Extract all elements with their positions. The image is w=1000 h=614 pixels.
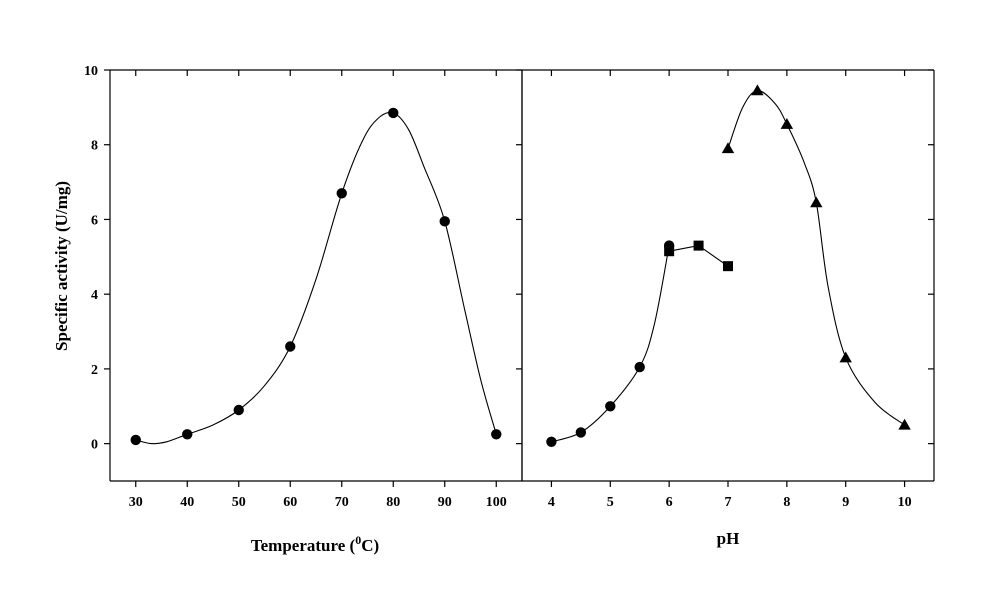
- temp-point-circle: [182, 429, 192, 439]
- x-axis-title-unit: C): [361, 536, 379, 555]
- ph-x-tick-label: 5: [607, 495, 614, 510]
- temp-x-tick-label: 60: [283, 495, 297, 510]
- ph-fit-curve: [728, 91, 905, 425]
- ph-point-circle: [546, 437, 556, 447]
- x-axis-title-temperature: Temperature (0C): [251, 533, 379, 555]
- ph-point-triangle: [810, 196, 822, 207]
- x-axis-title-ph: pH: [717, 529, 740, 548]
- x-axis-title-temperature-text: Temperature (: [251, 536, 356, 555]
- ph-point-square: [694, 241, 704, 251]
- ph-x-tick-label: 8: [783, 495, 790, 510]
- ph-point-triangle: [751, 84, 763, 95]
- temp-x-tick-label: 50: [232, 495, 246, 510]
- temp-y-tick-label: 0: [91, 438, 98, 453]
- temp-x-tick-label: 80: [386, 495, 400, 510]
- temp-point-circle: [491, 429, 501, 439]
- temp-x-tick-label: 100: [486, 495, 507, 510]
- temp-point-circle: [440, 216, 450, 226]
- ph-point-triangle: [722, 142, 734, 153]
- temp-x-tick-label: 90: [438, 495, 452, 510]
- temp-point-circle: [388, 108, 398, 118]
- temp-x-tick-label: 40: [180, 495, 194, 510]
- temp-fit-curve: [136, 112, 497, 443]
- ph-panel: 4 5 6 7 8 9 10: [522, 70, 934, 510]
- temp-x-tick-label: 30: [129, 495, 143, 510]
- ph-point-triangle: [840, 352, 852, 363]
- temp-y-tick-label: 4: [91, 288, 98, 303]
- temperature-panel: 30 40 50 60 70 80 90 100 0 2 4 6 8 10: [84, 64, 522, 510]
- y-axis-title: Specific activity (U/mg): [52, 181, 71, 351]
- temp-x-tick-label: 70: [335, 495, 349, 510]
- ph-fit-curve: [551, 246, 669, 442]
- ph-point-circle: [605, 401, 615, 411]
- ph-point-square: [723, 261, 733, 271]
- ph-point-circle: [635, 362, 645, 372]
- temp-point-circle: [285, 341, 295, 351]
- ph-point-triangle: [781, 118, 793, 129]
- figure: 30 40 50 60 70 80 90 100 0 2 4 6 8 10 4 5 6 7 8 9 10 Specif…: [0, 0, 1000, 609]
- temp-point-circle: [131, 435, 141, 445]
- ph-point-triangle: [898, 419, 910, 430]
- ph-point-circle: [576, 427, 586, 437]
- ph-point-square: [664, 246, 674, 256]
- temp-y-tick-label: 6: [91, 213, 98, 228]
- ph-x-tick-label: 7: [725, 495, 732, 510]
- chart-figure: 30 40 50 60 70 80 90 100 0 2 4 6 8 10 4 5 6 7 8 9 10 Specif…: [0, 0, 1000, 609]
- ph-x-tick-label: 6: [666, 495, 673, 510]
- temp-y-tick-label: 2: [91, 363, 98, 378]
- ph-x-tick-label: 9: [842, 495, 849, 510]
- temp-point-circle: [234, 405, 244, 415]
- temp-y-tick-label: 10: [84, 64, 98, 79]
- temp-point-circle: [337, 188, 347, 198]
- temp-y-tick-label: 8: [91, 139, 98, 154]
- ph-x-tick-label: 10: [898, 495, 912, 510]
- ph-x-tick-label: 4: [548, 495, 555, 510]
